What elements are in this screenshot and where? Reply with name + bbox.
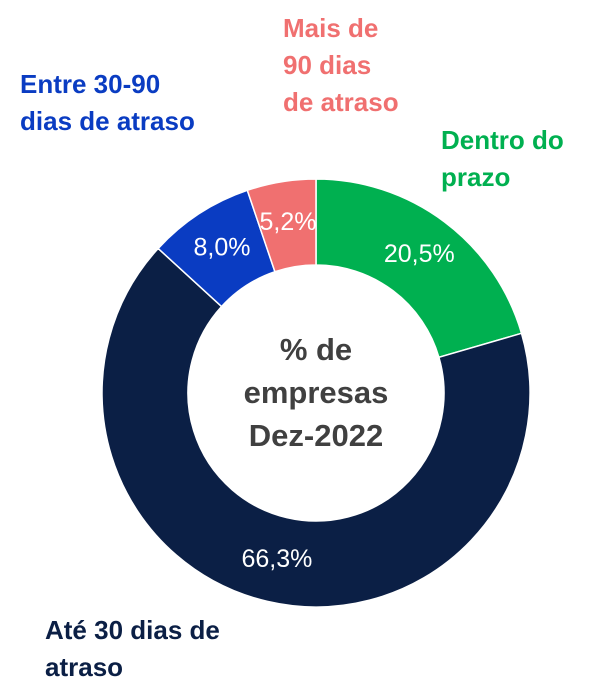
donut-segment: [246, 178, 317, 273]
chart-title: % de empresas Dez-2022: [243, 332, 389, 453]
donut-segment: [315, 178, 523, 359]
value-label: 66,3%: [241, 545, 312, 573]
category-label: Entre 30-90 dias de atraso: [20, 69, 195, 136]
value-label: 20,5%: [384, 240, 455, 268]
category-label: Dentro do prazo: [441, 125, 564, 192]
value-label: 5,2%: [260, 208, 317, 236]
donut-segment: [101, 247, 531, 608]
category-label: Até 30 dias de atraso: [45, 615, 220, 681]
category-label: Mais de 90 dias de atraso: [283, 13, 399, 117]
value-label: 8,0%: [194, 234, 251, 262]
